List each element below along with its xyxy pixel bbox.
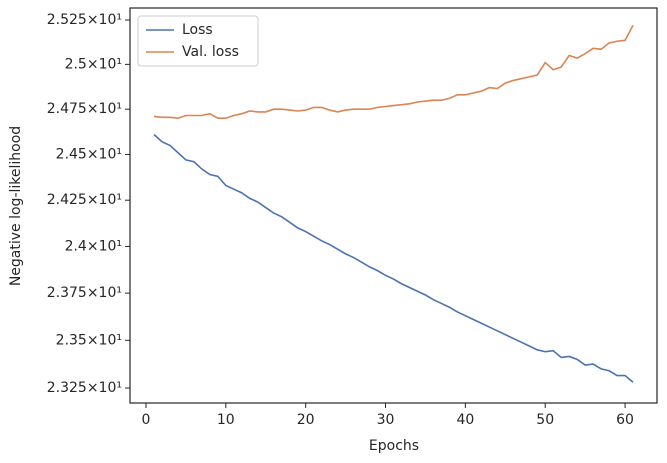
y-tick-label: 2.45×10¹ <box>56 146 122 162</box>
y-axis-label: Negative log-likelihood <box>8 126 24 286</box>
y-tick-label: 2.425×10¹ <box>47 192 122 208</box>
x-tick-label: 50 <box>536 412 554 428</box>
line <box>153 24 634 120</box>
legend-box <box>137 15 259 67</box>
line <box>153 133 634 383</box>
x-tick-label: 20 <box>297 412 315 428</box>
x-tick-label: 30 <box>377 412 395 428</box>
y-tick-label: 2.375×10¹ <box>47 285 122 301</box>
x-axis-label: Epochs <box>369 438 419 454</box>
legend-label: Loss <box>182 22 213 38</box>
x-tick-label: 0 <box>142 412 151 428</box>
y-tick-label: 2.4×10¹ <box>65 238 122 254</box>
x-tick-label: 40 <box>456 412 474 428</box>
y-tick-label: 2.35×10¹ <box>56 332 122 348</box>
y-tick-label: 2.5×10¹ <box>65 56 122 72</box>
plot-frame <box>129 7 658 404</box>
x-tick-label: 60 <box>616 412 634 428</box>
x-tick-label: 10 <box>217 412 235 428</box>
y-tick-label: 2.475×10¹ <box>47 101 122 117</box>
y-tick-label: 2.325×10¹ <box>47 380 122 396</box>
y-tick-label: 2.525×10¹ <box>47 12 122 28</box>
legend-label: Val. loss <box>182 44 239 60</box>
